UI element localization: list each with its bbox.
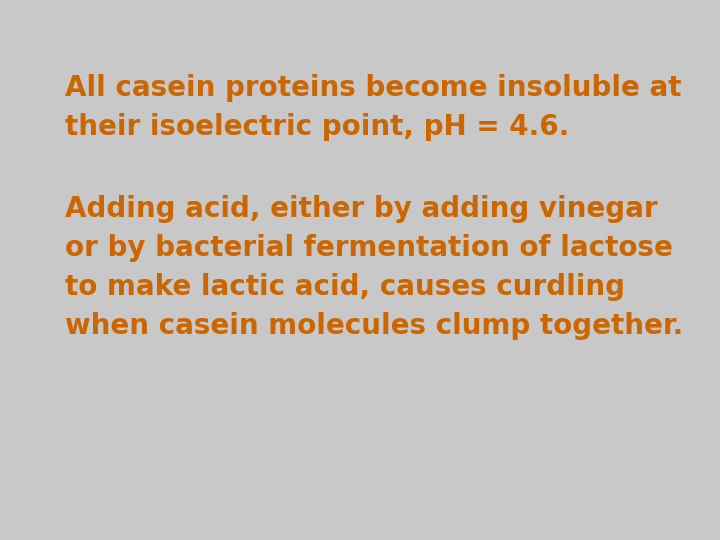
Text: Adding acid, either by adding vinegar
or by bacterial fermentation of lactose
to: Adding acid, either by adding vinegar or… <box>65 195 683 340</box>
Text: All casein proteins become insoluble at
their isoelectric point, pH = 4.6.: All casein proteins become insoluble at … <box>65 73 681 140</box>
